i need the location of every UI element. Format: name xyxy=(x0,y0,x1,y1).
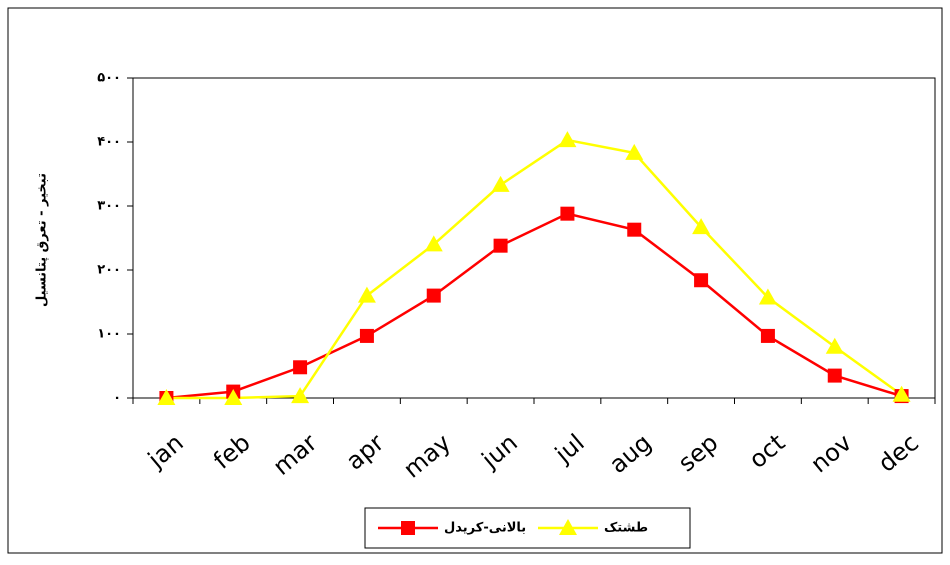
series-line xyxy=(166,212,902,400)
y-tick-label: ۳۰۰ xyxy=(97,199,121,214)
legend-marker xyxy=(559,519,577,535)
plot-frame xyxy=(133,77,936,398)
marker xyxy=(825,337,844,354)
marker xyxy=(491,175,510,192)
legend-label: بالانی-کریدل xyxy=(444,521,526,536)
y-tick-label: ۵۰۰ xyxy=(97,71,121,86)
marker xyxy=(892,385,911,402)
y-axis-label: تبخیر - تعرق پتانسیل xyxy=(35,173,50,307)
marker xyxy=(760,328,775,343)
series-line xyxy=(166,138,903,400)
y-tick-label: ۴۰۰ xyxy=(97,135,121,150)
marker xyxy=(625,143,644,160)
marker xyxy=(694,273,709,288)
marker xyxy=(293,360,308,375)
y-tick-label: ۰ xyxy=(113,391,121,406)
chart-frame xyxy=(7,7,943,554)
marker xyxy=(357,286,376,303)
legend-box xyxy=(364,507,691,549)
marker xyxy=(359,328,374,343)
marker xyxy=(560,206,575,221)
marker xyxy=(692,218,711,235)
legend-label: طشتک xyxy=(604,521,648,536)
marker xyxy=(291,387,310,404)
marker xyxy=(426,288,441,303)
legend-marker xyxy=(401,521,415,535)
marker xyxy=(157,389,176,405)
y-tick-label: ۲۰۰ xyxy=(97,263,121,278)
y-tick-label: ۱۰۰ xyxy=(97,327,121,342)
marker xyxy=(224,389,243,405)
marker xyxy=(558,131,577,148)
marker xyxy=(758,288,777,305)
marker xyxy=(424,235,443,252)
marker xyxy=(827,368,842,383)
marker xyxy=(627,222,642,237)
marker xyxy=(493,238,508,253)
